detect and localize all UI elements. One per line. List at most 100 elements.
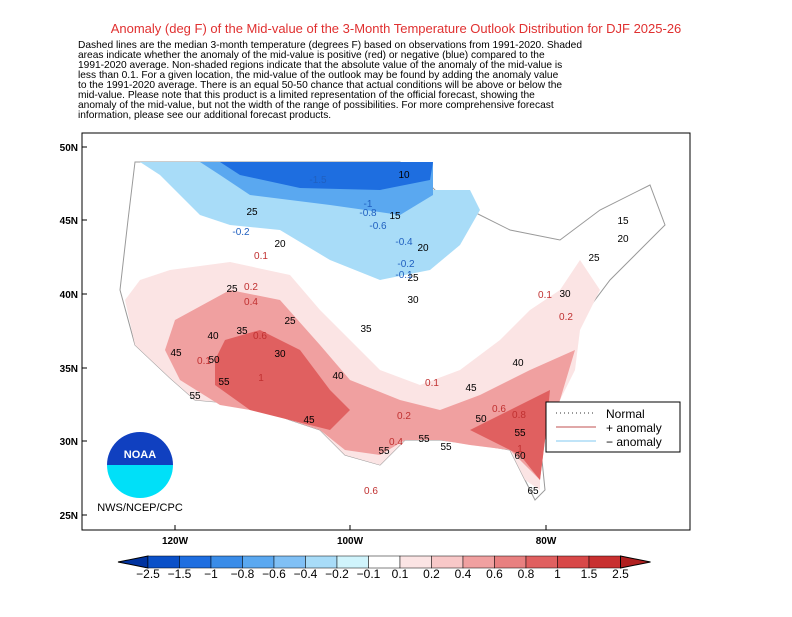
description-line: areas indicate whether the anomaly of th… [78,50,545,61]
median-label: 25 [588,253,600,264]
lon-label: 120W [162,536,189,547]
median-label: 55 [218,377,230,388]
median-label: 40 [512,358,524,369]
colorbar-label: −1.5 [168,567,192,581]
positive-label: 0.2 [397,411,411,422]
positive-label: 0.4 [389,437,403,448]
median-label: 45 [170,348,182,359]
median-label: 20 [274,239,286,250]
colorbar-label: −0.6 [262,567,286,581]
colorbar-label: −0.8 [231,567,255,581]
lat-label: 40N [60,290,78,301]
description: Dashed lines are the median 3-month temp… [78,40,582,121]
contour-labels: 10 15 20 25 30 35 40 45 50 55 55 55 25 20 25 25 35 30 40 45… [170,170,629,497]
colorbar: −2.5 −1.5 −1 −0.8 −0.6 −0.4 −0.2 −0.1 0.1 0.2 0.4 0… [117,555,651,581]
logo-top [107,432,173,465]
lat-label: 35N [60,364,78,375]
negative-label: -0.4 [395,237,413,248]
axes: 50N 45N 40N 35N 30N 25N 120W 100W 80W [60,143,557,547]
median-label: 20 [417,243,429,254]
negative-label: -0.2 [397,259,415,270]
lat-label: 25N [60,511,78,522]
median-label: 30 [274,349,286,360]
lon-label: 100W [337,536,364,547]
positive-label: 1 [517,444,523,455]
median-label: 35 [236,326,248,337]
negative-label: -0.2 [232,227,250,238]
median-label: 55 [189,391,201,402]
median-label: 10 [398,170,410,181]
description-line: less than 0.1. For a given location, the… [78,70,559,81]
description-line: to the 1991-2020 average. There is an eq… [78,80,562,91]
description-line: 1991-2020 average. Non-shaded regions in… [78,60,562,71]
negative-region [220,162,433,190]
legend-label: − anomaly [606,435,662,449]
median-label: 55 [378,446,390,457]
median-label: 55 [514,428,526,439]
colorbar-label: 1.5 [581,567,598,581]
positive-label: 0.2 [244,282,258,293]
positive-label: 0.1 [425,378,439,389]
colorbar-label: 0.4 [455,567,472,581]
median-label: 20 [617,234,629,245]
median-label: 35 [360,324,372,335]
negative-label: -0.1 [395,270,413,281]
legend-label: Normal [606,407,645,421]
lat-label: 50N [60,143,78,154]
positive-region [470,390,550,480]
colorbar-label: 0.8 [518,567,535,581]
logo-bottom [107,465,173,498]
colorbar-label: 0.6 [486,567,503,581]
positive-label: 0.2 [559,312,573,323]
credit: NWS/NCEP/CPC [97,502,183,514]
positive-label: 1 [258,373,264,384]
median-label: 60 [514,451,526,462]
colorbar-label: −2.5 [136,567,160,581]
median-label: 55 [418,434,430,445]
colorbar-label: −0.2 [325,567,349,581]
median-label: 55 [440,442,452,453]
colorbar-label: 1 [554,567,561,581]
positive-label: 0.4 [244,297,258,308]
median-label: 15 [389,211,401,222]
colorbar-label: −0.1 [357,567,381,581]
logo-text: NOAA [124,449,156,461]
positive-label: 0.6 [492,404,506,415]
median-label: 30 [559,289,571,300]
title: Anomaly (deg F) of the Mid-value of the … [111,21,682,36]
colorbar-label: 0.2 [423,567,440,581]
negative-label: -1 [364,199,373,210]
median-label: 30 [407,295,419,306]
colorbar-label: −1 [204,567,218,581]
negative-label: -0.8 [359,208,377,219]
positive-label: 0.6 [253,331,267,342]
description-line: anomaly of the mid-value, but not the wi… [78,100,554,111]
colorbar-label: 2.5 [612,567,629,581]
colorbar-swatch [620,555,651,569]
median-label: 40 [332,371,344,382]
negative-label: -0.6 [369,221,387,232]
median-label: 15 [617,216,629,227]
legend-label: + anomaly [606,421,662,435]
lon-label: 80W [536,536,557,547]
colorbar-label: 0.1 [392,567,409,581]
description-line: mid-value. Please note that this product… [78,90,535,101]
positive-label: 0.1 [197,356,211,367]
median-label: 45 [465,383,477,394]
colorbar-label: −0.4 [294,567,318,581]
positive-label: 0.1 [538,290,552,301]
positive-label: 0.6 [364,486,378,497]
median-label: 40 [207,331,219,342]
median-label: 45 [303,415,315,426]
lat-label: 30N [60,437,78,448]
lat-label: 45N [60,216,78,227]
positive-region [215,330,350,430]
median-label: 25 [284,316,296,327]
median-label: 50 [475,414,487,425]
median-label: 65 [527,486,539,497]
description-line: Dashed lines are the median 3-month temp… [78,40,582,51]
positive-label: 0.1 [254,251,268,262]
positive-label: 0.8 [512,410,526,421]
median-label: 25 [226,284,238,295]
